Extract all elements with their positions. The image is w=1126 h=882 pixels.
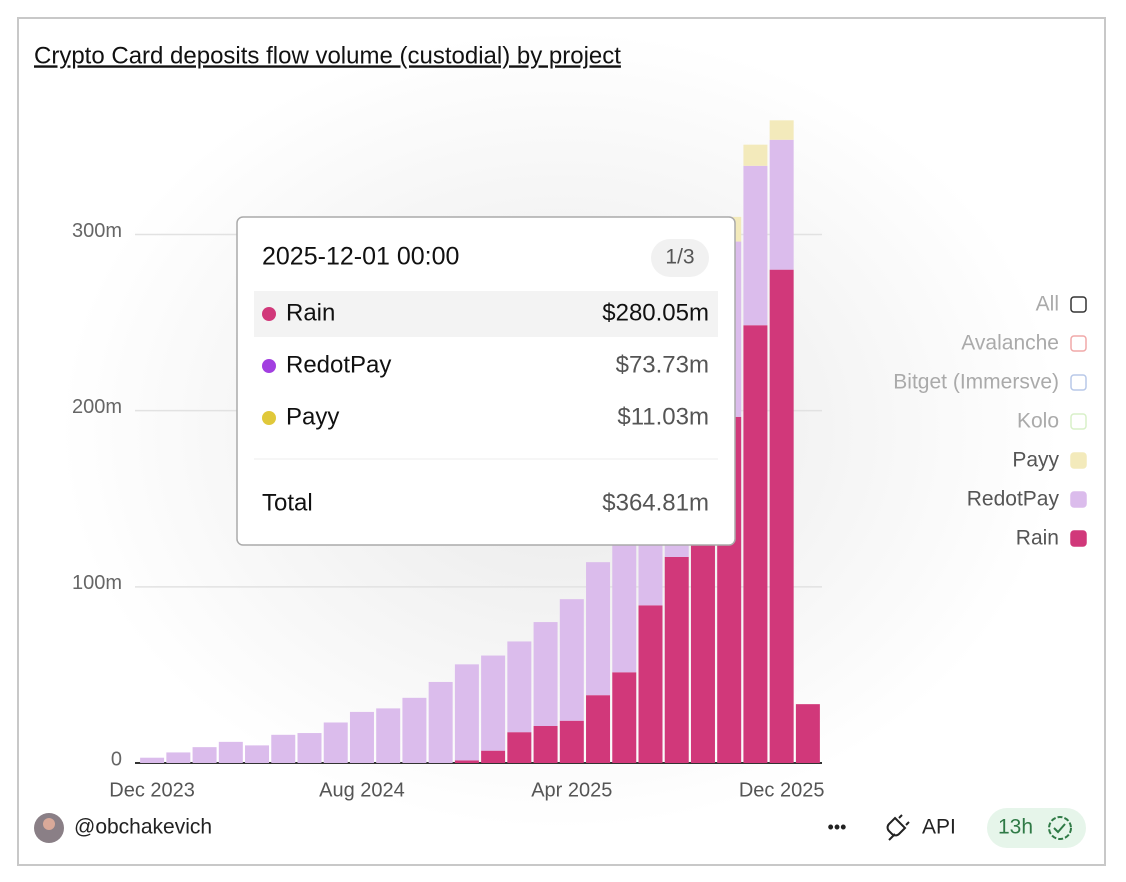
- chart-title[interactable]: Crypto Card deposits flow volume (custod…: [34, 42, 621, 69]
- legend-swatch[interactable]: [1070, 413, 1087, 430]
- bar-segment: [769, 120, 794, 140]
- age-label: 13h: [998, 816, 1033, 839]
- x-tick-label: Dec 2023: [109, 779, 195, 801]
- tooltip-page: 1/3: [665, 246, 694, 269]
- bar-segment: [481, 655, 506, 751]
- bar-segment: [612, 672, 637, 763]
- legend-swatch[interactable]: [1070, 335, 1087, 352]
- menu[interactable]: •••: [828, 817, 847, 837]
- bar-segment: [297, 733, 322, 763]
- author[interactable]: @obchakevich: [74, 816, 212, 839]
- bar-segment: [166, 752, 191, 763]
- tooltip: 2025-12-01 00:00 1/3 Total $364.81m Rain…: [236, 216, 736, 546]
- bar-segment: [507, 641, 532, 733]
- legend-label: Kolo: [1017, 410, 1059, 433]
- bar-segment: [559, 720, 584, 763]
- bar-segment: [481, 750, 506, 763]
- bar-segment: [533, 622, 558, 727]
- bar-segment: [349, 711, 374, 763]
- bar-segment: [586, 562, 611, 696]
- y-tick-label: 0: [111, 748, 122, 770]
- bar-segment: [690, 545, 715, 763]
- legend-swatch[interactable]: [1070, 530, 1087, 547]
- y-tick-label: 200m: [72, 396, 122, 418]
- bar-segment: [428, 681, 453, 763]
- tooltip-page-badge[interactable]: [651, 239, 709, 277]
- bar-segment: [612, 525, 637, 673]
- bar-segment: [454, 760, 479, 763]
- x-tick-label: Aug 2024: [319, 779, 405, 801]
- api-label[interactable]: API: [922, 816, 956, 839]
- legend-label: Bitget (Immersve): [893, 371, 1059, 394]
- tooltip-row-value: $280.05m: [602, 299, 709, 326]
- bar-segment: [402, 697, 427, 763]
- bar-segment: [586, 695, 611, 763]
- bar-segment: [323, 722, 348, 763]
- tooltip-total-value: $364.81m: [602, 489, 709, 516]
- x-tick-label: Apr 2025: [531, 779, 612, 801]
- legend-label: RedotPay: [967, 488, 1060, 511]
- tooltip-total-name: Total: [262, 489, 313, 516]
- tooltip-row-name: Payy: [286, 403, 339, 430]
- tooltip-row-value: $11.03m: [617, 403, 709, 430]
- bar-segment: [638, 605, 663, 763]
- bar-segment: [271, 734, 296, 763]
- bar-segment: [507, 732, 532, 763]
- legend-label: All: [1036, 293, 1059, 316]
- footer: @obchakevich ••• API 13h: [34, 808, 1086, 848]
- y-tick-label: 300m: [72, 220, 122, 242]
- bar-segment: [769, 139, 794, 270]
- tooltip-row-value: $73.73m: [616, 351, 709, 378]
- bar-segment: [559, 599, 584, 721]
- bar-segment: [192, 747, 217, 763]
- age-check: [1053, 823, 1066, 834]
- bar-segment: [769, 269, 794, 763]
- bar-segment: [245, 745, 270, 763]
- bar-segment: [795, 704, 820, 763]
- tooltip-dot: [262, 307, 276, 321]
- bar-segment: [376, 708, 401, 763]
- bar-segment: [140, 757, 165, 763]
- bar-segment: [743, 144, 768, 166]
- x-tick-label: Dec 2025: [739, 779, 825, 801]
- bar-segment: [533, 726, 558, 763]
- avatar-face: [43, 818, 55, 830]
- api-icon[interactable]: [886, 814, 910, 841]
- bar-segment: [664, 556, 689, 763]
- tooltip-dot: [262, 411, 276, 425]
- tooltip-row-name: Rain: [286, 299, 335, 326]
- legend-label: Payy: [1012, 449, 1059, 472]
- tooltip-dot: [262, 359, 276, 373]
- legend-label: Rain: [1016, 527, 1059, 550]
- legend-swatch[interactable]: [1070, 296, 1087, 313]
- legend-swatch[interactable]: [1070, 491, 1087, 508]
- legend-label: Avalanche: [961, 332, 1059, 355]
- tooltip-title: 2025-12-01 00:00: [262, 243, 459, 271]
- age-icon: [1048, 816, 1072, 840]
- legend-swatch[interactable]: [1070, 452, 1087, 469]
- legend-swatch[interactable]: [1070, 374, 1087, 391]
- tooltip-highlight: [254, 291, 718, 337]
- bar-segment: [743, 325, 768, 763]
- bar-segment: [218, 741, 243, 763]
- bar-segment: [743, 165, 768, 326]
- tooltip-row-name: RedotPay: [286, 351, 391, 378]
- bar-segment: [454, 664, 479, 761]
- y-tick-label: 100m: [72, 572, 122, 594]
